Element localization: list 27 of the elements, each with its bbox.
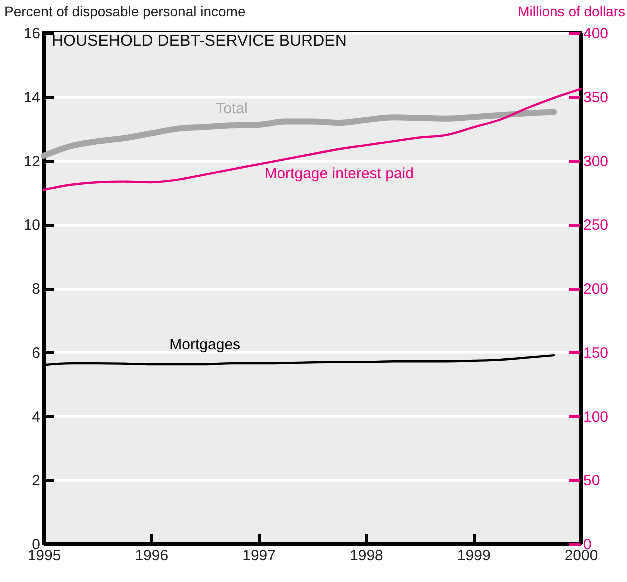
- y2-tick-label: 300: [584, 153, 609, 170]
- series-label: Total: [216, 100, 248, 118]
- y2-tick-label: 350: [584, 89, 609, 106]
- y-tick-label: 6: [32, 344, 40, 362]
- line-series: [42, 88, 582, 192]
- y2-tick-label: 150: [584, 344, 609, 362]
- y-tick-label: 16: [24, 26, 40, 42]
- y2-tick-label: 400: [584, 26, 609, 42]
- x-tick-label: 1999: [457, 548, 491, 564]
- y2-tick-label: 50: [584, 472, 600, 490]
- x-tick-label: 1997: [242, 548, 276, 564]
- x-tick-label: 1998: [350, 548, 384, 564]
- y2-tick-label: 100: [584, 408, 609, 426]
- y-axis-title: Percent of disposable personal income: [4, 4, 246, 20]
- x-tick-label: 1996: [135, 548, 169, 564]
- y2-axis-title: Millions of dollars: [518, 4, 626, 20]
- y-tick-label: 2: [32, 472, 40, 490]
- y2-tick-label: 250: [584, 217, 609, 234]
- chart-title: HOUSEHOLD DEBT-SERVICE BURDEN: [52, 33, 347, 50]
- y-tick-label: 8: [32, 281, 40, 298]
- y-tick-label: 4: [32, 408, 40, 426]
- y-tick-label: 12: [24, 153, 40, 170]
- y-tick-label: 10: [24, 217, 40, 234]
- series-label: Mortgages: [170, 336, 241, 354]
- series-label: Mortgage interest paid: [264, 165, 414, 182]
- y2-tick-label: 200: [584, 281, 609, 298]
- y-tick-label: 14: [24, 89, 40, 106]
